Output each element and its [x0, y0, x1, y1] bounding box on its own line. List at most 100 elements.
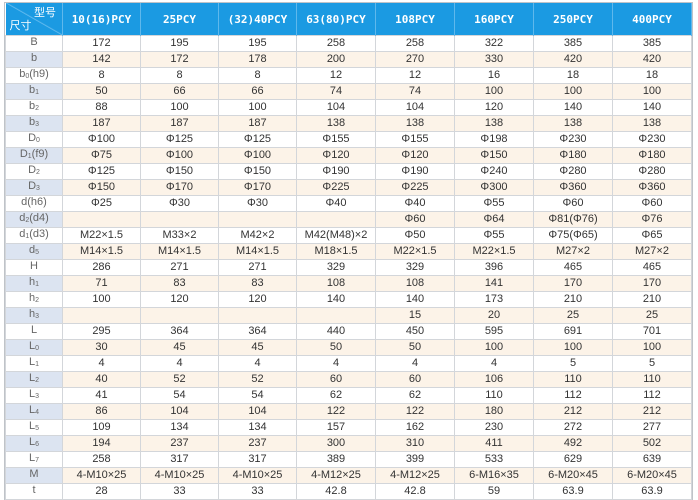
table-cell: 83	[218, 275, 297, 292]
table-cell: 138	[375, 115, 455, 132]
dimension-name: L6	[5, 435, 63, 452]
table-cell: 385	[533, 35, 613, 52]
table-cell: 50	[62, 83, 141, 100]
table-cell: Φ76	[612, 211, 692, 228]
table-cell: 691	[533, 323, 613, 340]
table-row: L6 194 237 237 300 310 411 492 502	[5, 435, 692, 452]
dimension-name-label: D	[28, 180, 37, 192]
dimension-name-label: h	[28, 276, 36, 288]
table-cell: 170	[533, 275, 613, 292]
dimension-name-sub: 1	[35, 361, 40, 368]
table-cell: 100	[454, 83, 534, 100]
table-cell: Φ230	[533, 131, 613, 148]
table-cell: 66	[140, 83, 219, 100]
table-cell: M14×1.5	[140, 243, 219, 260]
table-cell: 33	[140, 483, 219, 500]
dimension-name: b2	[5, 99, 63, 116]
table-cell: Φ225	[296, 179, 376, 196]
table-cell: 30	[62, 339, 141, 356]
table-cell: 172	[140, 51, 219, 68]
table-row: b0(h9) 8 8 8 12 12 16 18 18	[5, 67, 692, 84]
table-cell	[62, 307, 141, 324]
table-cell: 385	[612, 35, 692, 52]
table-cell: 4-M10×25	[140, 467, 219, 484]
table-cell: 122	[375, 403, 455, 420]
dimension-name: D3	[5, 179, 63, 196]
model-header: 400PCY	[612, 3, 692, 36]
table-cell	[296, 211, 376, 228]
table-cell: 258	[296, 35, 376, 52]
dimension-name-label: M	[29, 468, 39, 480]
table-cell: Φ40	[375, 195, 455, 212]
table-cell: 237	[140, 435, 219, 452]
table-cell: Φ60	[533, 195, 613, 212]
table-cell: 4	[62, 355, 141, 372]
table-cell: Φ120	[296, 147, 376, 164]
table-cell: Φ150	[140, 163, 219, 180]
dimension-name: b	[5, 51, 63, 68]
table-cell: Φ65	[612, 227, 692, 244]
dimension-name-label: L	[28, 420, 36, 432]
dimension-name-label: L	[30, 324, 38, 336]
dimension-name: h3	[5, 307, 63, 324]
table-cell: 173	[454, 291, 534, 308]
table-row: D1(f9) Φ75 Φ100 Φ100 Φ120 Φ120 Φ150 Φ180 Φ180	[5, 147, 692, 164]
table-cell: 66	[218, 83, 297, 100]
table-cell: Φ81(Φ76)	[533, 211, 613, 228]
table-row: L4 86 104 104 122 122 180 212 212	[5, 403, 692, 420]
table-cell: 329	[296, 259, 376, 276]
table-row: L 295 364 364 440 450 595 691 701	[5, 323, 692, 340]
dimension-name-label: t	[32, 484, 36, 496]
table-row: h1 71 83 83 108 108 141 170 170	[5, 275, 692, 292]
table-cell: 86	[62, 403, 141, 420]
table-cell: 286	[62, 259, 141, 276]
dimension-name-sub: 1	[35, 89, 40, 96]
table-cell: 112	[533, 387, 613, 404]
table-cell: 138	[296, 115, 376, 132]
table-cell: 195	[140, 35, 219, 52]
table-cell: 41	[62, 387, 141, 404]
dimension-name: L2	[5, 371, 63, 388]
table-cell: 20	[454, 307, 534, 324]
table-cell: 63.9	[533, 483, 613, 500]
table-cell: 162	[375, 419, 455, 436]
table-cell: 28	[62, 483, 141, 500]
table-cell: M27×2	[533, 243, 613, 260]
table-cell: Φ225	[375, 179, 455, 196]
table-cell: 502	[612, 435, 692, 452]
table-cell: 212	[533, 403, 613, 420]
table-row: M 4-M10×25 4-M10×25 4-M10×25 4-M12×25 4-M12×2…	[5, 467, 692, 484]
table-cell: 18	[533, 67, 613, 84]
dimension-name-sub: 4	[35, 409, 40, 416]
table-cell: 59	[454, 483, 534, 500]
table-cell: 104	[218, 403, 297, 420]
table-cell: Φ25	[62, 195, 141, 212]
table-cell: Φ230	[612, 131, 692, 148]
dimension-name: B	[5, 35, 63, 52]
dimension-name-label: h	[28, 292, 36, 304]
dimension-name-sub: 0	[35, 345, 40, 352]
table-cell: 140	[375, 291, 455, 308]
dimension-name: D0	[5, 131, 63, 148]
table-cell: 364	[140, 323, 219, 340]
table-cell: 50	[296, 339, 376, 356]
dimension-name: D1(f9)	[5, 147, 63, 164]
table-cell: 6-M20×45	[533, 467, 613, 484]
table-cell: 157	[296, 419, 376, 436]
dimension-name: D2	[5, 163, 63, 180]
dimension-name: d2(d4)	[5, 211, 63, 228]
table-cell: Φ50	[375, 227, 455, 244]
table-cell: 258	[375, 35, 455, 52]
table-cell: 8	[140, 67, 219, 84]
model-header: 160PCY	[454, 3, 534, 36]
table-row: L1 4 4 4 4 4 4 5 5	[5, 355, 692, 372]
table-cell: Φ40	[296, 195, 376, 212]
table-cell: 40	[62, 371, 141, 388]
table-cell: Φ125	[218, 131, 297, 148]
table-cell: 187	[62, 115, 141, 132]
table-cell: 450	[375, 323, 455, 340]
dimension-name: L1	[5, 355, 63, 372]
dimension-name-sub: 2	[35, 105, 40, 112]
table-cell: 300	[296, 435, 376, 452]
table-cell: Φ125	[140, 131, 219, 148]
